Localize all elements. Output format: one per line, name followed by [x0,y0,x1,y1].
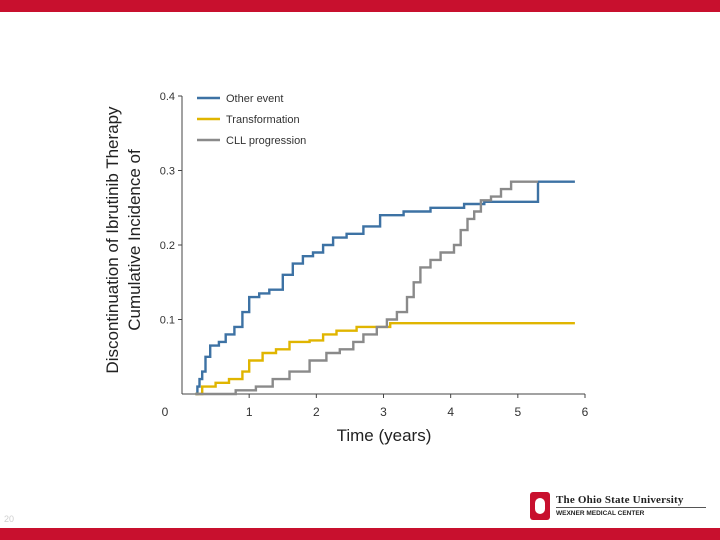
logo-divider [556,507,706,508]
x-tick-label: 4 [447,405,454,419]
y-tick-label: 0.2 [160,240,175,252]
x-tick-label: 1 [246,405,253,419]
x-axis-label: Time (years) [337,426,432,445]
legend-entry: CLL progression [226,135,306,147]
top-accent-bar [0,0,720,12]
series-line-transformation [195,322,575,396]
osu-logo: The Ohio State University WEXNER MEDICAL… [530,492,710,522]
y-axis-label-line2: Discontinuation of Ibrutinib Therapy [103,106,122,374]
slide-number: 20 [4,514,15,524]
series-line-cll-progression [195,180,538,396]
logo-subtitle: WEXNER MEDICAL CENTER [556,510,645,517]
logo-title: The Ohio State University [556,494,684,506]
legend: Other event Transformation CLL progression [197,93,306,147]
series-lines [195,180,575,396]
y-axis-label-line1: Cumulative Incidence of [125,149,144,331]
x-tick-label: 5 [514,405,521,419]
x-tick-label: 6 [582,405,589,419]
y-axis-ticks: 0.1 0.2 0.3 0.4 [160,91,183,394]
series-line-other-event [195,180,575,396]
y-tick-label: 0.3 [160,166,175,178]
x-tick-label: 0 [162,405,169,419]
legend-entry: Transformation [226,114,300,126]
block-o-icon [530,492,550,520]
y-tick-label: 0.4 [160,91,175,103]
bottom-accent-bar [0,528,720,540]
legend-entry: Other event [226,93,283,105]
y-tick-label: 0.1 [160,315,175,327]
x-tick-label: 2 [313,405,320,419]
x-tick-label: 3 [380,405,387,419]
x-axis: 0 1 2 3 4 5 6 [162,393,589,419]
